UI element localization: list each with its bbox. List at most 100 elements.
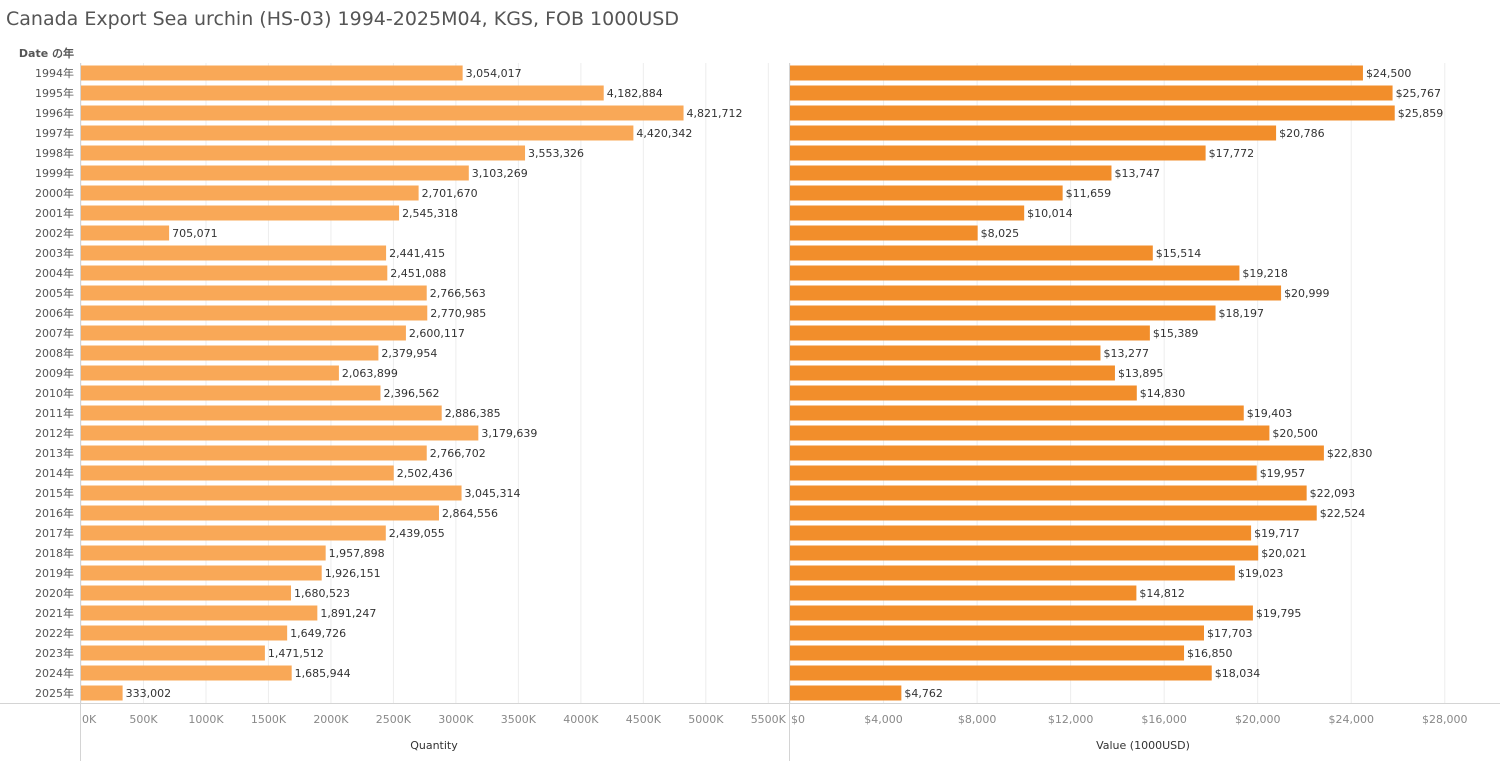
value-bar[interactable] (790, 685, 902, 701)
value-bar[interactable] (790, 285, 1282, 301)
value-bar[interactable] (790, 125, 1277, 141)
value-bar[interactable] (790, 385, 1137, 401)
quantity-bar[interactable] (81, 665, 292, 681)
year-label: 2014年 (35, 466, 74, 480)
quantity-bar[interactable] (81, 645, 265, 661)
value-tick-label: $24,000 (1329, 713, 1375, 726)
quantity-bar[interactable] (81, 565, 322, 581)
year-label: 2023年 (35, 646, 74, 660)
quantity-bar[interactable] (81, 265, 388, 281)
value-bar[interactable] (790, 365, 1115, 381)
quantity-bar[interactable] (81, 345, 379, 361)
value-bar[interactable] (790, 305, 1216, 321)
quantity-bar[interactable] (81, 685, 123, 701)
quantity-data-label: 2,701,670 (422, 187, 478, 200)
quantity-bar[interactable] (81, 505, 439, 521)
value-bar[interactable] (790, 405, 1244, 421)
quantity-data-label: 3,553,326 (528, 147, 584, 160)
value-bar[interactable] (790, 585, 1137, 601)
year-label: 1994年 (35, 66, 74, 80)
value-bar[interactable] (790, 65, 1363, 81)
quantity-bar[interactable] (81, 485, 462, 501)
value-bar[interactable] (790, 665, 1212, 681)
quantity-tick-label: 4000K (563, 713, 599, 726)
quantity-tick-label: 3000K (438, 713, 474, 726)
value-bar[interactable] (790, 265, 1240, 281)
quantity-bar[interactable] (81, 365, 339, 381)
quantity-bar[interactable] (81, 425, 479, 441)
value-data-label: $13,895 (1118, 367, 1164, 380)
quantity-bar[interactable] (81, 285, 427, 301)
value-data-label: $15,389 (1153, 327, 1199, 340)
value-bar[interactable] (790, 185, 1063, 201)
quantity-bar[interactable] (81, 445, 427, 461)
quantity-bar[interactable] (81, 305, 428, 321)
value-data-label: $15,514 (1156, 247, 1202, 260)
value-data-label: $14,830 (1140, 387, 1186, 400)
quantity-bar[interactable] (81, 245, 387, 261)
value-data-label: $22,830 (1327, 447, 1373, 460)
quantity-data-label: 1,471,512 (268, 647, 324, 660)
value-data-label: $8,025 (981, 227, 1020, 240)
quantity-bar[interactable] (81, 105, 684, 121)
value-bar[interactable] (790, 245, 1153, 261)
quantity-data-label: 2,396,562 (383, 387, 439, 400)
year-label: 2006年 (35, 306, 74, 320)
value-bar[interactable] (790, 645, 1185, 661)
quantity-bar[interactable] (81, 65, 463, 81)
value-bar[interactable] (790, 625, 1204, 641)
quantity-data-label: 705,071 (172, 227, 218, 240)
value-bar[interactable] (790, 525, 1252, 541)
value-bar[interactable] (790, 505, 1317, 521)
value-data-label: $18,197 (1219, 307, 1265, 320)
quantity-bar[interactable] (81, 545, 326, 561)
quantity-bar[interactable] (81, 325, 406, 341)
quantity-bar[interactable] (81, 205, 400, 221)
value-bar[interactable] (790, 605, 1253, 621)
value-bar[interactable] (790, 545, 1259, 561)
value-bar[interactable] (790, 325, 1150, 341)
value-bar[interactable] (790, 425, 1270, 441)
quantity-bar[interactable] (81, 385, 381, 401)
quantity-bar[interactable] (81, 165, 469, 181)
quantity-data-label: 2,441,415 (389, 247, 445, 260)
quantity-bar[interactable] (81, 605, 318, 621)
value-tick-label: $8,000 (958, 713, 997, 726)
quantity-bar[interactable] (81, 185, 419, 201)
quantity-tick-label: 1000K (188, 713, 224, 726)
quantity-bar[interactable] (81, 145, 526, 161)
value-bar[interactable] (790, 165, 1112, 181)
quantity-bar[interactable] (81, 85, 604, 101)
quantity-data-label: 3,179,639 (481, 427, 537, 440)
value-data-label: $13,277 (1103, 347, 1149, 360)
value-data-label: $20,021 (1261, 547, 1307, 560)
quantity-bar[interactable] (81, 525, 386, 541)
value-bar[interactable] (790, 345, 1101, 361)
value-bar[interactable] (790, 465, 1257, 481)
value-tick-label: $20,000 (1235, 713, 1281, 726)
value-panel: $24,500 $25,767 $25,859 $20,786 $17,772 $13,7… (790, 65, 1443, 701)
value-data-label: $11,659 (1066, 187, 1112, 200)
value-bar[interactable] (790, 205, 1025, 221)
quantity-bar[interactable] (81, 625, 288, 641)
year-label: 2022年 (35, 626, 74, 640)
quantity-bar[interactable] (81, 125, 634, 141)
value-bar[interactable] (790, 145, 1206, 161)
value-data-label: $13,747 (1114, 167, 1160, 180)
year-label: 2002年 (35, 226, 74, 240)
quantity-bar[interactable] (81, 405, 442, 421)
value-bar[interactable] (790, 225, 978, 241)
value-bar[interactable] (790, 105, 1395, 121)
value-bar[interactable] (790, 485, 1307, 501)
quantity-bar[interactable] (81, 465, 394, 481)
quantity-bar[interactable] (81, 225, 170, 241)
year-label: 2003年 (35, 246, 74, 260)
quantity-data-label: 1,680,523 (294, 587, 350, 600)
value-bar[interactable] (790, 565, 1235, 581)
quantity-bar[interactable] (81, 585, 292, 601)
year-label: 1998年 (35, 146, 74, 160)
value-axis-title: Value (1000USD) (1096, 739, 1190, 752)
value-bar[interactable] (790, 85, 1393, 101)
year-label: 2018年 (35, 546, 74, 560)
value-bar[interactable] (790, 445, 1324, 461)
